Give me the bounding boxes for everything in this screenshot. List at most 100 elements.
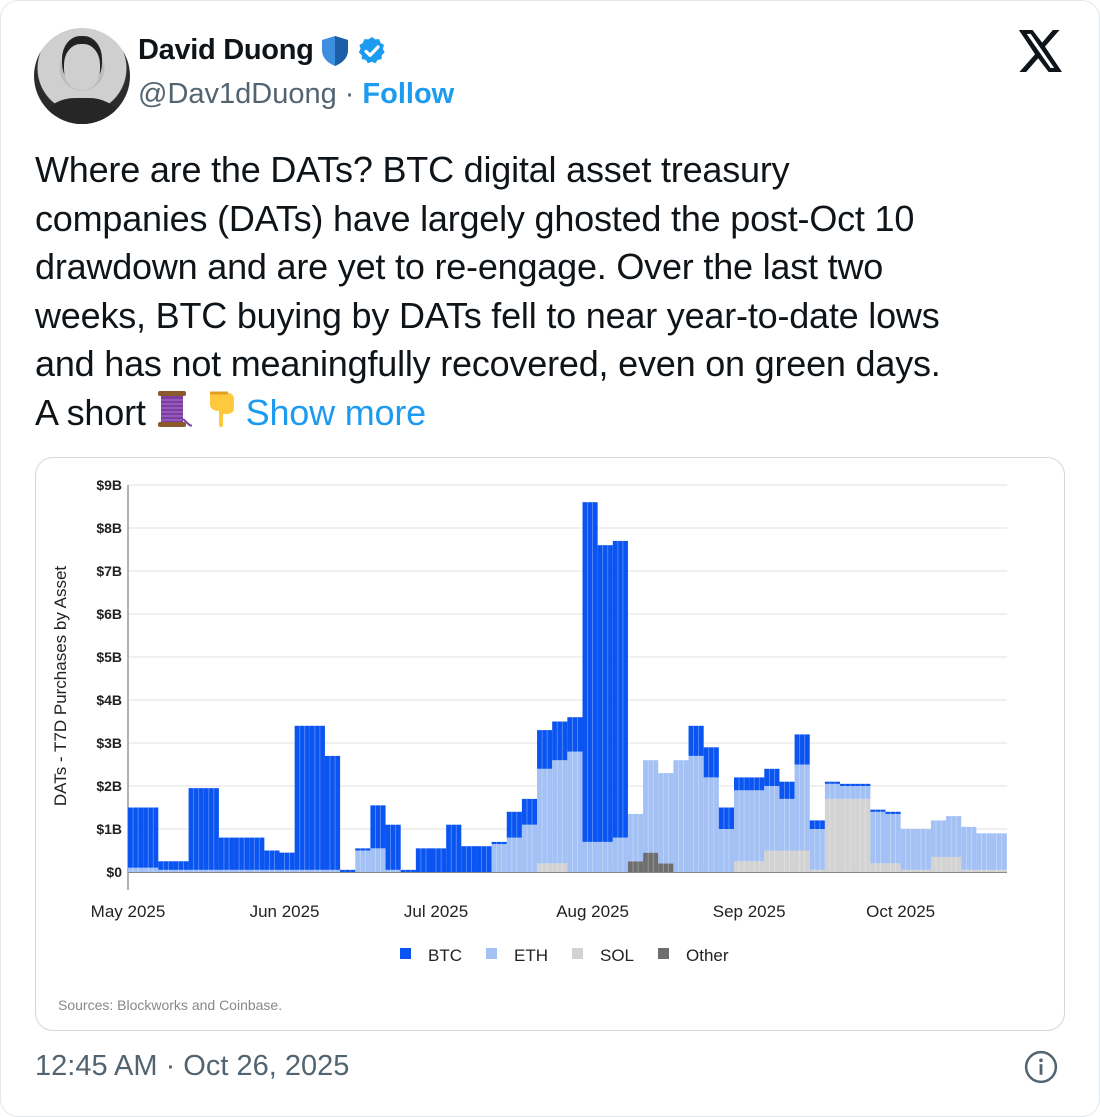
tweet-line: A short Show more — [35, 389, 941, 438]
legend-label-other: Other — [686, 946, 729, 965]
legend-label-btc: BTC — [428, 946, 462, 965]
bar-eth — [824, 783, 841, 799]
bar-eth — [218, 869, 235, 872]
show-more-link[interactable]: Show more — [245, 391, 426, 433]
bar-btc — [734, 777, 750, 791]
bar-eth — [491, 844, 507, 872]
chart-image-card[interactable] — [35, 457, 1065, 1031]
bar-btc — [688, 725, 704, 756]
bar-eth — [582, 841, 598, 872]
bar-btc — [355, 848, 371, 851]
bar-eth — [885, 813, 901, 864]
bar-btc — [415, 848, 431, 872]
x-tick-label: Sep 2025 — [713, 902, 786, 921]
legend-swatch-other — [658, 948, 669, 959]
bar-eth — [643, 760, 659, 853]
bar-eth — [658, 773, 674, 864]
bar-btc — [537, 730, 553, 769]
y-tick-label: $0 — [106, 864, 122, 880]
shield-icon — [321, 35, 348, 66]
bar-btc — [824, 781, 841, 784]
x-tick-label: May 2025 — [91, 902, 166, 921]
bar-eth — [976, 833, 992, 870]
bar-btc — [870, 809, 886, 812]
bar-btc — [279, 852, 295, 870]
tweet-line: companies (DATs) have largely ghosted th… — [35, 197, 915, 239]
timestamp[interactable]: 12:45 AM · Oct 26, 2025 — [35, 1050, 350, 1082]
bar-eth — [249, 869, 265, 872]
bar-eth — [961, 826, 977, 870]
bar-eth — [324, 869, 341, 872]
bar-eth — [567, 751, 583, 872]
bar-eth — [597, 841, 613, 872]
bar-btc — [218, 837, 235, 870]
bar-btc — [234, 837, 250, 870]
bar-eth — [991, 833, 1007, 870]
bar-eth — [855, 786, 871, 799]
bar-eth — [946, 816, 962, 857]
bar-btc — [446, 824, 462, 872]
bar-eth — [264, 869, 280, 872]
bar-sol — [946, 856, 962, 872]
bar-btc — [506, 811, 522, 838]
bar-eth — [309, 869, 325, 872]
bar-btc — [855, 783, 871, 786]
x-logo-icon[interactable] — [1018, 30, 1064, 72]
avatar[interactable] — [34, 28, 130, 124]
y-tick-label: $3B — [96, 735, 122, 751]
bar-eth — [612, 837, 628, 872]
bar-eth — [794, 764, 810, 851]
thread-spool-emoji-icon — [157, 390, 192, 427]
author-handle[interactable]: @Dav1dDuong — [138, 78, 337, 110]
bar-eth — [158, 869, 174, 872]
bar-eth — [703, 777, 719, 872]
bar-other — [627, 861, 644, 872]
bar-btc — [128, 807, 144, 868]
y-tick-label: $6B — [96, 606, 122, 622]
bar-eth — [734, 790, 750, 862]
separator: · — [344, 78, 355, 110]
legend-label-eth: ETH — [514, 946, 548, 965]
bar-eth — [385, 869, 401, 872]
x-tick-labels: May 2025 Jun 2025 Jul 2025 Aug 2025 Sep 2025… — [91, 902, 935, 921]
bar-eth — [840, 786, 856, 799]
chart-source: Sources: Blockworks and Coinbase. — [58, 997, 282, 1013]
bar-sol — [961, 869, 977, 872]
bar-eth — [173, 869, 189, 872]
bar-eth — [279, 869, 295, 872]
author-name-row[interactable]: David Duong — [138, 34, 388, 67]
bar-btc — [552, 721, 568, 761]
bar-btc — [612, 540, 628, 838]
tweet-line: weeks, BTC buying by DATs fell to near y… — [35, 294, 940, 336]
bar-eth — [128, 867, 144, 872]
info-icon[interactable] — [1024, 1050, 1058, 1084]
x-tick-label: Jun 2025 — [250, 902, 320, 921]
bar-eth — [143, 867, 159, 872]
bar-sol — [552, 863, 568, 872]
bar-btc — [249, 837, 265, 870]
x-tick-label: Jul 2025 — [404, 902, 468, 921]
bar-sol — [764, 850, 780, 872]
bar-eth — [521, 824, 538, 872]
x-tick-label: Aug 2025 — [556, 902, 629, 921]
y-tick-label: $4B — [96, 692, 122, 708]
bar-sol — [915, 869, 931, 872]
follow-button[interactable]: Follow — [362, 78, 455, 110]
bar-eth — [718, 829, 734, 872]
bar-other — [658, 863, 674, 872]
bar-btc — [324, 755, 341, 870]
y-tick-label: $5B — [96, 649, 122, 665]
bar-btc — [264, 850, 280, 870]
bar-btc — [582, 502, 598, 842]
bars — [128, 502, 1018, 872]
legend: BTC ETH SOL Other — [400, 946, 729, 965]
author-name[interactable]: David Duong — [138, 34, 314, 66]
tweet-line-prefix: A short — [35, 391, 146, 433]
tweet-line: Where are the DATs? BTC digital asset tr… — [35, 149, 790, 190]
bar-eth — [900, 829, 916, 870]
bar-btc — [521, 798, 538, 825]
bar-sol — [537, 863, 553, 872]
bar-sol — [991, 869, 1007, 872]
legend-swatch-eth — [486, 948, 497, 959]
bar-btc — [597, 545, 613, 842]
